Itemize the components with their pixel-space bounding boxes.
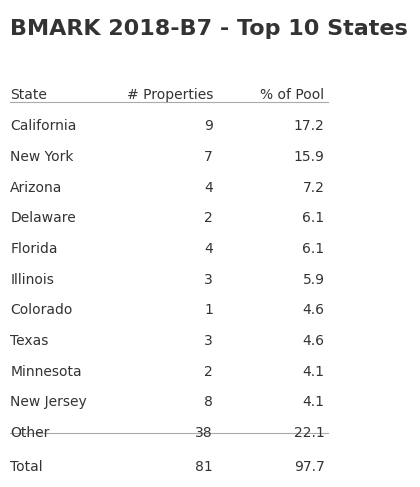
Text: New York: New York [10,150,74,164]
Text: Total: Total [10,460,43,474]
Text: 22.1: 22.1 [294,426,325,440]
Text: 17.2: 17.2 [294,119,325,133]
Text: BMARK 2018-B7 - Top 10 States: BMARK 2018-B7 - Top 10 States [10,19,408,39]
Text: Other: Other [10,426,50,440]
Text: 15.9: 15.9 [294,150,325,164]
Text: 3: 3 [204,273,213,287]
Text: Texas: Texas [10,334,49,348]
Text: 4.6: 4.6 [302,303,325,318]
Text: 4.1: 4.1 [302,365,325,379]
Text: 4: 4 [204,181,213,195]
Text: New Jersey: New Jersey [10,395,87,410]
Text: Illinois: Illinois [10,273,54,287]
Text: State: State [10,88,47,102]
Text: 7: 7 [204,150,213,164]
Text: # Properties: # Properties [126,88,213,102]
Text: 6.1: 6.1 [302,242,325,256]
Text: 5.9: 5.9 [302,273,325,287]
Text: Arizona: Arizona [10,181,63,195]
Text: % of Pool: % of Pool [260,88,325,102]
Text: Minnesota: Minnesota [10,365,82,379]
Text: 4.1: 4.1 [302,395,325,410]
Text: 2: 2 [204,211,213,225]
Text: 7.2: 7.2 [302,181,325,195]
Text: 97.7: 97.7 [294,460,325,474]
Text: Delaware: Delaware [10,211,76,225]
Text: 6.1: 6.1 [302,211,325,225]
Text: 3: 3 [204,334,213,348]
Text: 8: 8 [204,395,213,410]
Text: 1: 1 [204,303,213,318]
Text: 9: 9 [204,119,213,133]
Text: California: California [10,119,76,133]
Text: 4: 4 [204,242,213,256]
Text: Florida: Florida [10,242,58,256]
Text: 81: 81 [195,460,213,474]
Text: 38: 38 [195,426,213,440]
Text: Colorado: Colorado [10,303,73,318]
Text: 2: 2 [204,365,213,379]
Text: 4.6: 4.6 [302,334,325,348]
